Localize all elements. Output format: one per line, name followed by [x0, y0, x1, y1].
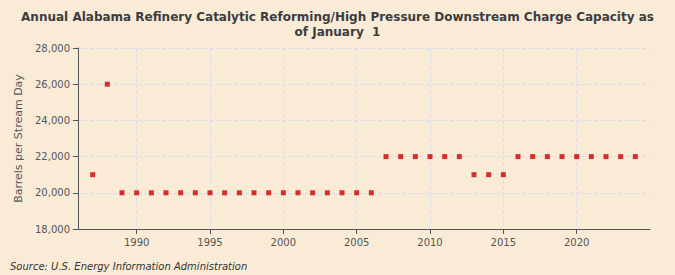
svg-text:of January 1: of January 1 [295, 25, 381, 39]
svg-text:1995: 1995 [197, 237, 222, 248]
svg-text:20,000: 20,000 [35, 187, 70, 198]
svg-text:2010: 2010 [417, 237, 442, 248]
svg-text:2020: 2020 [564, 237, 589, 248]
svg-text:24,000: 24,000 [35, 115, 70, 126]
svg-text:Barrels per Stream Day: Barrels per Stream Day [12, 74, 25, 203]
svg-text:2000: 2000 [271, 237, 296, 248]
svg-text:2015: 2015 [491, 237, 516, 248]
svg-text:Source: U.S. Energy Informatio: Source: U.S. Energy Information Administ… [10, 261, 247, 272]
svg-text:26,000: 26,000 [35, 79, 70, 90]
svg-text:22,000: 22,000 [35, 151, 70, 162]
svg-text:2005: 2005 [344, 237, 369, 248]
svg-text:1990: 1990 [124, 237, 149, 248]
svg-text:18,000: 18,000 [35, 224, 70, 235]
svg-text:Annual Alabama Refinery Cataly: Annual Alabama Refinery Catalytic Reform… [21, 10, 654, 24]
svg-text:28,000: 28,000 [35, 43, 70, 54]
